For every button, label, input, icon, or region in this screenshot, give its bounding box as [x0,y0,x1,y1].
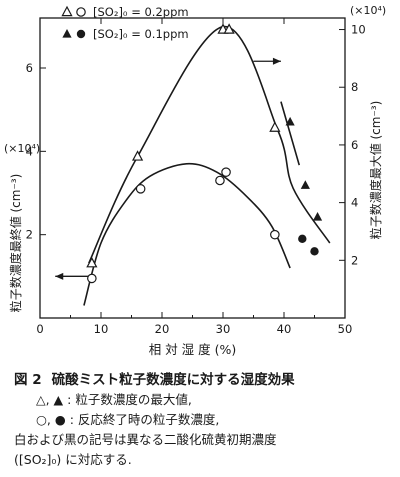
legend-label: [SO₂]₀ = 0.1ppm [93,27,189,41]
figure: 0 10 20 30 40 50 2 4 6 2 4 6 8 10 (×10⁴) (×10⁴) 相 対 湿 度 … [4,4,386,357]
x-tick-label: 30 [216,322,231,336]
y-left-tick-label: 2 [26,228,33,242]
caption-title: 硫酸ミスト粒子数濃度に対する湿度効果 [51,372,295,388]
y-right-tick-label: 2 [351,253,358,267]
y-left-tick-label: 4 [26,144,33,158]
y-right-multiplier: (×10⁴) [350,4,386,17]
x-tick-label: 10 [94,322,109,336]
y-left-tick-label: 6 [26,61,33,75]
caption-number: 図 2 [14,372,42,388]
y-left-multiplier: (×10⁴) [4,142,40,155]
x-tick-label: 0 [36,322,43,336]
y-right-tick-label: 10 [351,23,366,37]
caption-line-2: ○, ● : 反応終了時の粒子数濃度, [36,412,220,427]
y-left-axis-title: 粒子数濃度最終値 (cm⁻³) [8,174,23,313]
y-right-tick-label: 4 [351,196,358,210]
y-right-tick-label: 6 [351,138,358,152]
data-point [86,256,98,268]
x-tick-label: 20 [155,322,170,336]
legend-symbol [61,5,73,17]
data-point [215,175,225,186]
data-point [300,180,310,189]
data-point [270,229,280,240]
caption-line-4: ([SO₂]₀) に対応する. [14,452,132,467]
figure-caption: 図 2 硫酸ミスト粒子数濃度に対する湿度効果 △, ▲ : 粒子数濃度の最大値, … [14,370,394,470]
legend-symbol [62,29,72,38]
y-right-axis-title: 粒子数濃度最大値 (cm⁻³) [368,101,383,240]
data-point [221,167,231,177]
legend-label: [SO₂]₀ = 0.2ppm [93,5,189,19]
data-point [87,273,97,284]
trend-curve [88,25,331,264]
chart: 0 10 20 30 40 50 2 4 6 2 4 6 8 10 (×10⁴) (×10⁴) 相 対 湿 度 … [4,4,386,357]
axis-arrow-head [55,272,64,280]
trend-curve [280,101,301,166]
data-point [135,184,146,194]
data-point [285,116,295,126]
caption-line-1: △, ▲ : 粒子数濃度の最大値, [36,392,192,407]
data-point [223,23,235,34]
axis-arrow-head [272,57,281,65]
y-right-tick-label: 8 [351,80,358,94]
data-point [298,234,307,244]
plot-frame [39,17,346,319]
legend-symbol [76,7,86,17]
x-tick-label: 40 [277,322,292,336]
data-point [131,150,144,161]
data-point [312,212,323,221]
legend-symbol [76,29,86,39]
x-tick-label: 50 [338,322,353,336]
trend-curve [83,162,291,306]
data-point [269,121,281,132]
caption-line-3: 白および黒の記号は異なる二酸化硫黄初期濃度 [14,432,277,447]
caption-title-line: 図 2 硫酸ミスト粒子数濃度に対する湿度効果 [14,370,394,390]
data-point [310,247,319,256]
x-axis-title: 相 対 湿 度 (%) [149,342,237,357]
